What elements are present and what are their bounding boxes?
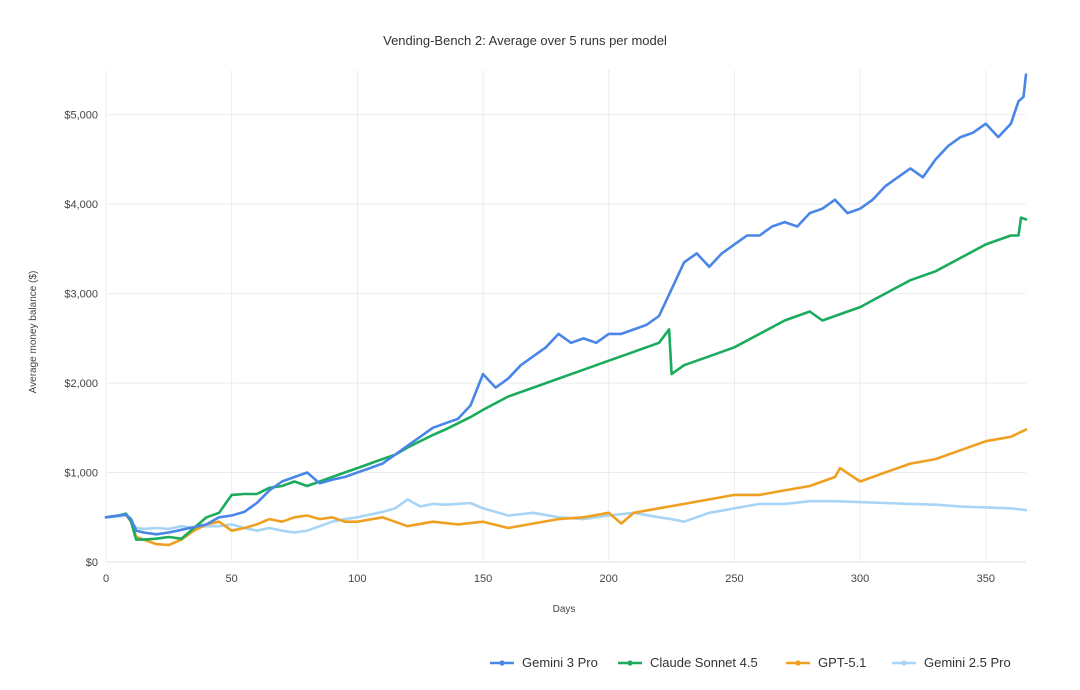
y-axis-ticks: $0 $1,000 $2,000 $3,000 $4,000 $5,000 [64, 110, 98, 569]
y-tick-label: $3,000 [64, 289, 98, 301]
legend-item-gemini-2-5-pro: Gemini 2.5 Pro [892, 655, 1011, 670]
legend-label: Gemini 2.5 Pro [924, 655, 1011, 670]
x-tick-label: 250 [725, 573, 743, 585]
legend-marker [499, 660, 505, 666]
y-axis-title: Average money balance ($) [28, 271, 39, 394]
legend-label: Gemini 3 Pro [522, 655, 598, 670]
x-tick-label: 150 [474, 573, 492, 585]
y-tick-label: $1,000 [64, 468, 98, 480]
x-axis-title: Days [553, 604, 576, 615]
legend-item-gpt-5-1: GPT-5.1 [786, 655, 866, 670]
series-lines [104, 73, 1028, 547]
series-line-claude-sonnet-4-5 [104, 216, 1028, 541]
x-tick-label: 0 [103, 573, 109, 585]
legend: Gemini 3 Pro Claude Sonnet 4.5 GPT-5.1 Gemi… [490, 655, 1011, 670]
y-tick-label: $2,000 [64, 378, 98, 390]
legend-marker [901, 660, 907, 666]
x-tick-label: 50 [226, 573, 238, 585]
chart-title: Vending-Bench 2: Average over 5 runs per… [383, 33, 667, 48]
legend-marker [795, 660, 801, 666]
y-tick-label: $4,000 [64, 199, 98, 211]
x-tick-label: 350 [977, 573, 995, 585]
series-line-gemini-3-pro [104, 73, 1028, 536]
y-tick-label: $5,000 [64, 110, 98, 122]
legend-marker [627, 660, 633, 666]
grid [105, 70, 1026, 563]
x-tick-label: 300 [851, 573, 869, 585]
x-tick-label: 200 [600, 573, 618, 585]
x-tick-label: 100 [348, 573, 366, 585]
legend-label: GPT-5.1 [818, 655, 866, 670]
legend-label: Claude Sonnet 4.5 [650, 655, 758, 670]
y-tick-label: $0 [86, 557, 98, 569]
legend-item-claude-sonnet-4-5: Claude Sonnet 4.5 [618, 655, 758, 670]
legend-item-gemini-3-pro: Gemini 3 Pro [490, 655, 598, 670]
x-axis-ticks: 0 50 100 150 200 250 300 350 [103, 573, 995, 585]
series-line-gpt-5-1 [104, 428, 1028, 547]
